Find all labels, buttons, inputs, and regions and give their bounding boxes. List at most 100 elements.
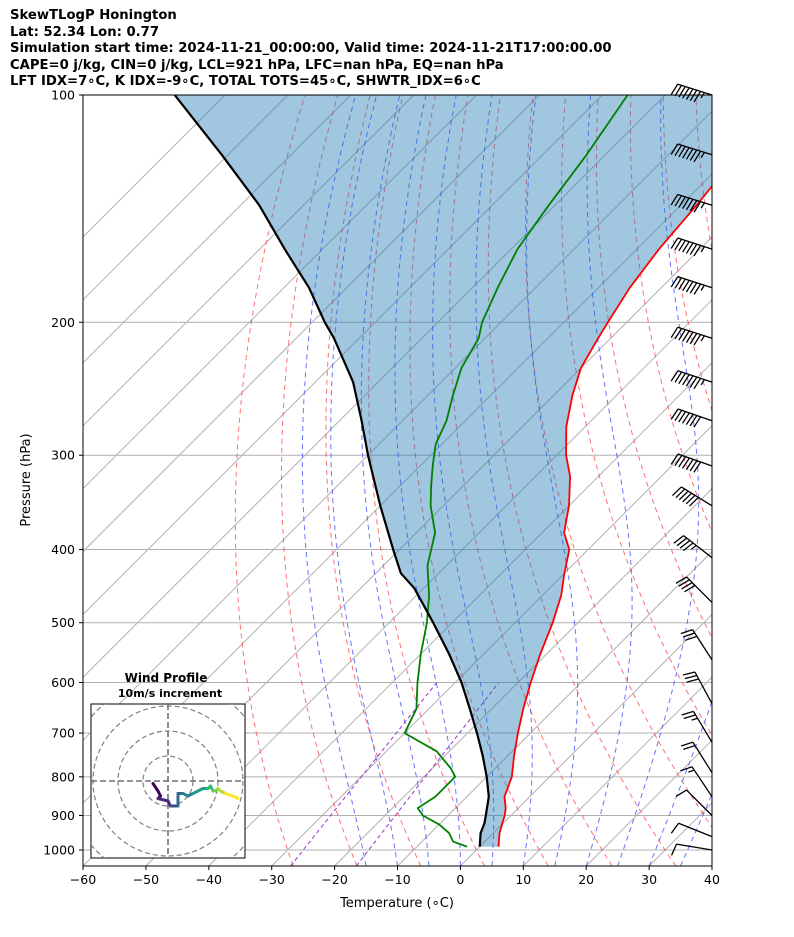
wind-barb-flag bbox=[685, 281, 694, 293]
wind-barb-shaft bbox=[677, 193, 713, 206]
dry-adiabat-line bbox=[729, 95, 794, 866]
wind-barb-flag bbox=[676, 537, 688, 547]
hodograph-subtitle: 10m/s increment bbox=[118, 687, 222, 700]
wind-barb bbox=[670, 453, 713, 473]
x-tick-label: 20 bbox=[578, 872, 594, 887]
wind-barb-flag bbox=[682, 542, 694, 552]
wind-barb-flag bbox=[678, 411, 687, 423]
wind-barb-flag bbox=[675, 789, 687, 797]
chart-title: SkewTLogP Honington bbox=[10, 8, 177, 23]
x-tick-label: 10 bbox=[515, 872, 531, 887]
wind-barb-shaft bbox=[676, 843, 713, 851]
wind-barb-flag bbox=[689, 496, 699, 507]
moist-adiabat-line bbox=[432, 95, 495, 866]
x-tick-label: −60 bbox=[70, 872, 96, 887]
isotherm-line bbox=[334, 487, 712, 866]
wind-barb-flag bbox=[674, 409, 683, 422]
wind-barb-flag bbox=[678, 278, 686, 290]
wind-barb-shaft bbox=[694, 671, 713, 705]
isotherm-line bbox=[83, 95, 352, 364]
wind-barb-flag bbox=[674, 85, 683, 97]
wind-barb-flag bbox=[682, 279, 690, 292]
wind-barb-flag bbox=[673, 535, 684, 544]
x-tick-label: −20 bbox=[321, 872, 347, 887]
mixing-ratio-line bbox=[290, 682, 438, 866]
wind-barb bbox=[670, 83, 713, 103]
y-tick-label: 900 bbox=[51, 808, 75, 823]
wind-barb-flag bbox=[689, 282, 698, 294]
wind-barb-flag bbox=[685, 458, 694, 471]
wind-barb-flag bbox=[700, 152, 705, 159]
wind-barb-flag bbox=[691, 717, 698, 721]
wind-barb-flag bbox=[693, 283, 702, 295]
moist-adiabat-line bbox=[330, 95, 398, 866]
wind-barb-flag bbox=[685, 242, 694, 254]
moist-adiabat-line bbox=[475, 95, 533, 866]
wind-barb-flag bbox=[693, 245, 702, 257]
wind-barb bbox=[670, 326, 713, 346]
wind-barb-flag bbox=[684, 674, 697, 680]
wind-barb-flag bbox=[674, 144, 683, 157]
wind-barb-flag bbox=[684, 584, 696, 593]
dry-adiabat-line bbox=[281, 95, 358, 866]
isotherm-line bbox=[83, 95, 226, 238]
wind-barb-flag bbox=[681, 582, 693, 590]
wind-barb bbox=[682, 671, 713, 705]
wind-barb-flag bbox=[700, 284, 705, 291]
wind-barb-flag bbox=[685, 375, 694, 387]
wind-barb-flag bbox=[700, 379, 705, 386]
wind-barb-flag bbox=[700, 335, 705, 342]
wind-barb-shaft bbox=[680, 486, 713, 507]
wind-barb-flag bbox=[689, 333, 698, 345]
wind-barb-shaft bbox=[691, 629, 713, 661]
wind-barb-flag bbox=[693, 377, 702, 390]
wind-barb-flag bbox=[670, 83, 679, 96]
wind-barb-flag bbox=[693, 461, 702, 473]
isotherm-line bbox=[83, 95, 289, 301]
wind-barb-flag bbox=[678, 196, 686, 208]
dry-adiabat-line bbox=[487, 95, 677, 866]
wind-barb-shaft bbox=[683, 535, 713, 559]
dry-adiabat-line bbox=[560, 95, 712, 737]
wind-barb bbox=[672, 486, 713, 507]
wind-barb-flag bbox=[682, 457, 690, 469]
wind-barb bbox=[670, 237, 713, 257]
wind-barb-flag bbox=[685, 494, 696, 505]
wind-barb-flag bbox=[674, 195, 683, 207]
dry-adiabat-line bbox=[234, 95, 306, 866]
wind-barb-flag bbox=[683, 714, 696, 720]
y-tick-label: 400 bbox=[51, 542, 75, 557]
wind-barb-shaft bbox=[677, 143, 713, 156]
wind-barb-flag bbox=[693, 201, 702, 213]
wind-barb-flag bbox=[683, 744, 696, 750]
moist-adiabat-line bbox=[680, 792, 712, 866]
moist-adiabat-line bbox=[617, 95, 700, 866]
wind-barb-flag bbox=[678, 86, 686, 98]
wind-barb-flag bbox=[689, 376, 698, 388]
wind-barb-flag bbox=[670, 194, 679, 206]
wind-barb bbox=[670, 843, 713, 856]
wind-barb-flag bbox=[682, 671, 696, 676]
isotherm-line bbox=[83, 95, 477, 490]
wind-barb-shaft bbox=[677, 237, 713, 250]
wind-barb-flag bbox=[689, 200, 698, 212]
y-tick-label: 1000 bbox=[43, 843, 75, 858]
wind-barb-shaft bbox=[677, 408, 713, 422]
wind-barb-shaft bbox=[692, 711, 713, 743]
wind-barb-flag bbox=[689, 243, 698, 255]
x-tick-label: 40 bbox=[704, 872, 720, 887]
wind-barb bbox=[675, 576, 713, 603]
wind-barb-flag bbox=[680, 766, 693, 772]
wind-barb-flag bbox=[682, 330, 690, 342]
wind-barb-flag bbox=[670, 326, 679, 339]
wind-barb-flag bbox=[685, 331, 694, 343]
wind-barb-flag bbox=[674, 328, 683, 340]
hodograph-title: Wind Profile bbox=[125, 671, 208, 685]
wind-barb-flag bbox=[678, 490, 689, 501]
wind-barb bbox=[670, 143, 713, 163]
cin-shaded-area bbox=[174, 95, 712, 847]
isotherm-line bbox=[460, 613, 712, 866]
isotherm-line bbox=[83, 95, 540, 553]
wind-barb-flag bbox=[689, 149, 698, 161]
index-line: LFT IDX=7∘C, K IDX=-9∘C, TOTAL TOTS=45∘C… bbox=[10, 74, 481, 90]
